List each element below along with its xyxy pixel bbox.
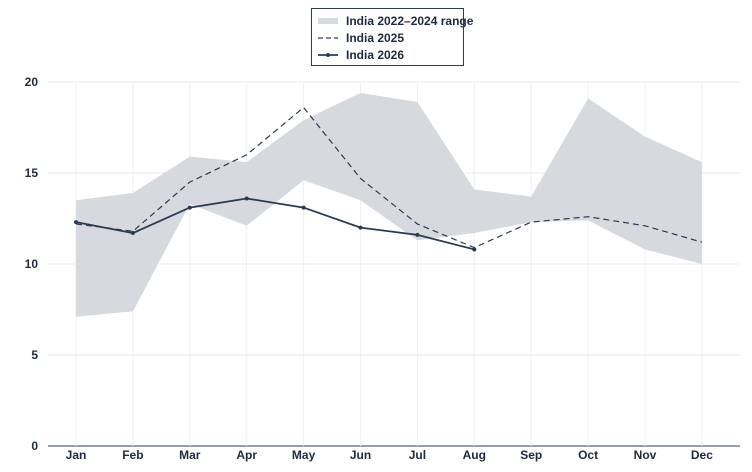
legend-label-2026: India 2026 <box>346 48 405 62</box>
x-tick-label: Jul <box>409 448 426 462</box>
y-tick-label: 20 <box>25 75 39 89</box>
series-2026-point <box>472 247 477 252</box>
series-2026-point <box>415 232 420 237</box>
x-tick-label: Sep <box>520 448 542 462</box>
legend-swatch-2026 <box>318 53 338 57</box>
legend-swatch-2025 <box>318 37 338 39</box>
series-2026-point <box>130 231 135 236</box>
legend-label-2025: India 2025 <box>346 31 405 45</box>
x-tick-label: Nov <box>634 448 657 462</box>
series-2026-point <box>187 205 192 210</box>
x-tick-label: Jan <box>66 448 87 462</box>
series-2026-point <box>301 205 306 210</box>
series-2026-point <box>74 220 78 225</box>
y-tick-label: 10 <box>25 257 39 271</box>
legend-label-range: India 2022–2024 range <box>346 14 474 28</box>
range-band <box>76 92 702 317</box>
x-tick-label: Aug <box>463 448 486 462</box>
x-tick-label: Oct <box>578 448 598 462</box>
x-tick-label: Apr <box>236 448 257 462</box>
axes: 0 5 10 15 20 Jan Feb Mar Apr May Jun Jul Aug Sep Oct No… <box>25 75 714 462</box>
series-2025-line <box>75 106 703 249</box>
y-tick-label: 0 <box>31 439 38 453</box>
legend-swatch-range <box>318 18 338 24</box>
y-tick-label: 5 <box>31 348 38 362</box>
x-tick-label: Jun <box>350 448 371 462</box>
series-lines <box>74 106 703 252</box>
legend-item-range: India 2022–2024 range <box>318 13 473 29</box>
x-tick-label: Feb <box>122 448 143 462</box>
legend-item-2026: India 2026 <box>318 47 404 63</box>
range-band-area <box>76 92 702 317</box>
legend-item-2025: India 2025 <box>318 30 404 46</box>
x-tick-label: May <box>292 448 316 462</box>
legend: India 2022–2024 range India 2025 India 2… <box>311 8 473 66</box>
x-tick-label: Mar <box>179 448 201 462</box>
series-2026-point <box>244 196 249 201</box>
series-2026-line <box>75 197 475 251</box>
y-tick-label: 15 <box>25 166 39 180</box>
series-2026-point <box>358 225 363 230</box>
x-tick-label: Dec <box>691 448 713 462</box>
